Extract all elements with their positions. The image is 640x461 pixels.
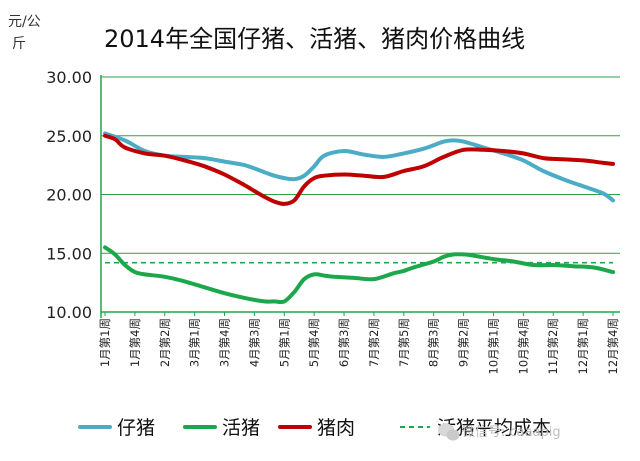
x-tick-label: 7月第2周 [367,318,381,367]
x-tick-label: 6月第3周 [337,318,351,367]
wechat-icon [438,423,460,441]
y-tick-labels: 10.00 15.00 20.00 25.00 30.00 [46,68,92,322]
x-tick-label: 11月第2周 [546,318,560,374]
watermark-text: 微信号: caaapig [462,425,561,440]
y-tick-label: 25.00 [46,127,92,146]
y-unit-line-2: 斤 [12,36,26,52]
axes [100,75,620,318]
y-tick-label: 20.00 [46,186,92,205]
legend-label: 活猪 [222,417,260,439]
x-tick-label: 9月第2周 [457,318,471,367]
y-tick-label: 15.00 [46,244,92,263]
live-hog-price-line [103,245,615,305]
legend-label: 猪肉 [317,417,355,439]
x-tick-label: 10月第1周 [486,318,500,374]
legend-label: 活猪平均成本 [437,417,551,439]
watermark: 微信号: caaapig [438,423,561,441]
pork-price-line [103,133,615,206]
x-tick-labels: 1月第1周 1月第4周 2月第2周 3月第1周 3月第4周 4月第3周 5月第1周 5月第4周… [98,312,620,374]
legend-pork: 猪肉 [278,417,355,439]
y-tick-label: 10.00 [46,303,92,322]
x-tick-label: 10月第4周 [516,318,530,374]
x-tick-label: 3月第1周 [188,318,202,367]
piglet-price-line [103,131,615,203]
x-tick-label: 7月第5周 [397,318,411,367]
x-tick-label: 12月第1周 [576,318,590,374]
series-lines [103,131,615,305]
legend-piglet: 仔猪 [78,417,155,439]
y-tick-label: 30.00 [46,68,92,87]
x-tick-label: 1月第4周 [128,318,142,367]
legend: 仔猪 活猪 猪肉 活猪平均成本 [78,417,551,439]
x-tick-label: 8月第3周 [427,318,441,367]
x-tick-label: 4月第3周 [247,318,261,367]
x-tick-label: 5月第1周 [277,318,291,367]
x-tick-label: 3月第4周 [218,318,232,367]
x-tick-label: 12月第4周 [606,318,620,374]
legend-live-hog: 活猪 [183,417,260,439]
legend-label: 仔猪 [117,417,155,439]
x-tick-label: 1月第1周 [98,318,112,367]
legend-avg-cost: 活猪平均成本 [400,417,551,439]
y-unit-line-1: 元/公 [8,14,41,30]
x-tick-label: 5月第4周 [307,318,321,367]
x-tick-label: 2月第2周 [158,318,172,367]
chart-title: 2014年全国仔猪、活猪、猪肉价格曲线 [104,25,525,53]
